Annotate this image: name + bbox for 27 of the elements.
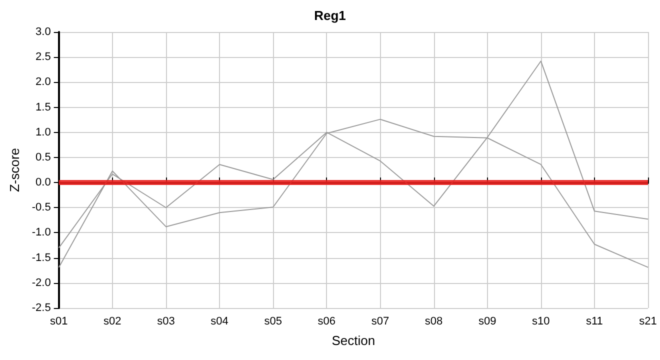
x-tick-label: s09 bbox=[478, 316, 496, 328]
y-tick-label: -2.5 bbox=[32, 302, 51, 314]
y-tick-label: -0.5 bbox=[32, 202, 51, 214]
x-tick-label: s05 bbox=[264, 316, 282, 328]
x-tick-label: s04 bbox=[210, 316, 228, 328]
y-tick-label: -1.5 bbox=[32, 252, 51, 264]
x-tick-label: s02 bbox=[104, 316, 122, 328]
y-tick-label: 2.0 bbox=[36, 76, 51, 88]
x-tick-label: s21 bbox=[639, 316, 657, 328]
x-tick-label: s06 bbox=[318, 316, 336, 328]
y-axis-title: Z-score bbox=[7, 148, 22, 192]
y-tick-label: -1.0 bbox=[32, 226, 51, 239]
y-tick-label: 3.0 bbox=[36, 26, 51, 38]
x-axis-title: Section bbox=[332, 333, 376, 348]
x-tick-label: s07 bbox=[371, 316, 390, 328]
y-tick-label: -2.0 bbox=[32, 276, 51, 289]
x-tick-label: s08 bbox=[424, 316, 443, 328]
y-tick-label: 1.0 bbox=[36, 126, 51, 138]
y-tick-label: 0.0 bbox=[36, 176, 51, 189]
y-tick-label: 0.5 bbox=[36, 151, 51, 164]
y-tick-label: 2.5 bbox=[36, 51, 51, 64]
x-tick-label: s10 bbox=[532, 316, 550, 328]
x-tick-label: s11 bbox=[586, 316, 603, 328]
x-tick-label: s01 bbox=[50, 316, 68, 328]
y-tick-label: 1.5 bbox=[36, 101, 51, 114]
x-tick-label: s03 bbox=[157, 316, 175, 328]
chart-title: Reg1 bbox=[314, 8, 346, 23]
